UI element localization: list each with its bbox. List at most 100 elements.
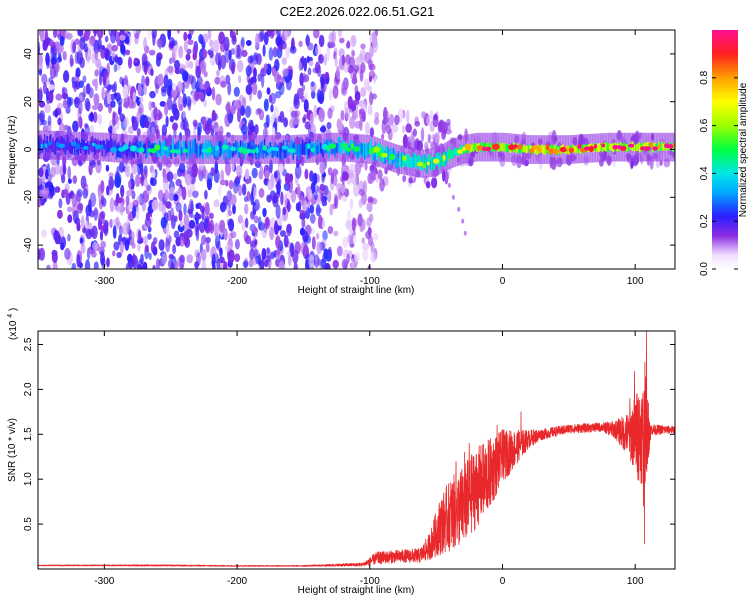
spectrogram-signal-cell: [82, 139, 84, 150]
spectrogram-noise-blob: [93, 207, 99, 221]
spectrogram-noise-blob: [119, 241, 124, 254]
snr-y-ticks: 0.5 1.0 1.5 2.0 2.5: [23, 337, 675, 531]
spectrogram-scatter-spot: [457, 206, 461, 212]
snr-x-tick-label: -300: [94, 576, 114, 587]
spectrogram-signal-cell: [577, 146, 580, 153]
snr-series-line: [38, 331, 675, 567]
spectrogram-noise-blob: [385, 118, 390, 128]
figure-title: C2E2.2026.022.06.51.G21: [280, 4, 435, 19]
spectrogram-noise-blob: [172, 83, 177, 91]
spectrogram-noise-blob: [349, 198, 354, 210]
spectrogram-noise-blob: [379, 178, 385, 192]
spectrogram-signal-cell: [227, 145, 230, 159]
spectrogram-noise-blob: [174, 59, 180, 71]
spectrogram-noise-blob: [201, 259, 207, 269]
spectrogram-noise-blob: [51, 251, 58, 264]
spectrogram-noise-blob: [269, 226, 275, 241]
spectrogram-signal-peak: [215, 145, 220, 151]
spectrogram-noise-blob: [82, 188, 89, 199]
spectrogram-noise-blob: [150, 177, 154, 186]
spectrogram-noise-blob: [178, 209, 183, 222]
spectrogram-y-ticks: -40 -20 0 20 40: [23, 48, 675, 252]
spectrogram-signal-cell: [597, 143, 599, 151]
spectrogram-signal-peak: [643, 146, 652, 152]
spectrogram-noise-blob: [366, 85, 373, 93]
spectrogram-noise-blob: [361, 237, 365, 244]
spectrogram-noise-blob: [115, 216, 120, 228]
spectrogram-noise-blob: [219, 41, 226, 53]
spectrogram-signal-cell: [302, 139, 304, 155]
spectrogram-noise-blob: [334, 195, 339, 209]
spectrogram-noise-blob: [59, 35, 65, 47]
spectrogram-noise-blob: [153, 237, 158, 245]
spectrogram-signal-cell: [67, 139, 70, 150]
spectrogram-signal-cell: [395, 153, 397, 169]
spectrogram-signal-cell: [528, 145, 531, 152]
spectrogram-noise-blob: [345, 107, 350, 121]
spectrogram-signal-cell: [662, 143, 665, 151]
spectrogram-noise-blob: [297, 201, 302, 212]
spectrogram-signal-cell: [554, 145, 556, 152]
spectrogram-signal-cell: [454, 147, 457, 156]
spectrogram-noise-blob: [204, 202, 210, 216]
spectrogram-noise-blob: [144, 216, 152, 228]
spectrogram-noise-blob: [112, 111, 116, 119]
spectrogram-signal-cell: [426, 158, 428, 174]
spectrogram-noise-blob: [73, 210, 79, 224]
spectrogram-noise-blob: [165, 201, 172, 209]
spectrogram-signal-cell: [408, 154, 410, 168]
spectrogram-noise-blob: [306, 234, 311, 244]
spectrogram-noise-blob: [86, 83, 91, 95]
spectrogram-noise-blob: [38, 41, 41, 53]
spectrogram-signal-cell: [88, 144, 90, 155]
spectrogram-signal-cell: [113, 141, 115, 152]
spectrogram-noise-blob: [167, 78, 173, 92]
spectrogram-signal-cell: [138, 142, 140, 152]
spectrogram-noise-blob: [401, 125, 406, 134]
spectrogram-noise-blob: [315, 232, 320, 240]
spectrogram-noise-blob: [71, 76, 75, 84]
snr-plot-frame: [37, 330, 676, 570]
spectrogram-signal-cell: [595, 144, 598, 152]
spectrogram-signal-cell: [46, 135, 48, 148]
spectrogram-noise-blob: [38, 167, 44, 178]
spectrogram-noise-blob: [360, 62, 366, 74]
spectrogram-signal-peak: [442, 154, 446, 162]
spectrogram-noise-blob: [313, 104, 318, 119]
spectrogram-noise-blob: [219, 179, 227, 186]
spectrogram-signal-cell: [200, 144, 202, 154]
spectrogram-noise-blob: [157, 189, 164, 201]
spectrogram-signal-cell: [211, 144, 213, 156]
spectrogram-noise-blob: [282, 68, 289, 77]
spectrogram-noise-blob: [176, 30, 181, 34]
spectrogram-noise-blob: [275, 35, 283, 47]
spectrogram-signal-peak: [432, 158, 440, 164]
spectrogram-signal-cell: [196, 148, 199, 158]
spectrogram-signal-cell: [273, 145, 275, 156]
spectrogram-noise-blob: [77, 159, 83, 167]
spectrogram-noise-blob: [343, 62, 349, 73]
spectrogram-noise-blob: [314, 172, 318, 185]
spectrogram-noise-blob: [327, 226, 334, 234]
spectrogram-noise-blob: [274, 105, 279, 119]
spectrogram-noise-blob: [370, 251, 377, 263]
spectrogram-signal-cell: [127, 144, 130, 154]
spectrogram-signal-peak: [174, 149, 181, 154]
spectrogram-noise-blob: [184, 173, 192, 186]
spectrogram-noise-blob: [330, 172, 335, 185]
spectrogram-signal-cell: [637, 142, 640, 150]
spectrogram-signal-cell: [441, 155, 444, 167]
spectrogram-noise-blob: [173, 260, 179, 269]
spectrogram-noise-blob: [95, 159, 102, 174]
spectrogram-noise-blob: [99, 230, 104, 241]
spectrogram-noise-blob: [325, 262, 331, 269]
spectrogram-noise-blob: [327, 167, 333, 176]
spectrogram-noise-blob: [283, 117, 288, 128]
spectrogram-noise-blob: [230, 161, 235, 172]
spectrogram-noise-blob: [264, 259, 269, 268]
spectrogram-signal-peak: [321, 143, 328, 150]
spectrogram-noise-blob: [278, 178, 282, 185]
spectrogram-signal-peak: [230, 146, 237, 152]
spectrogram-noise-blob: [38, 184, 44, 191]
spectrogram-signal-cell: [335, 143, 337, 153]
